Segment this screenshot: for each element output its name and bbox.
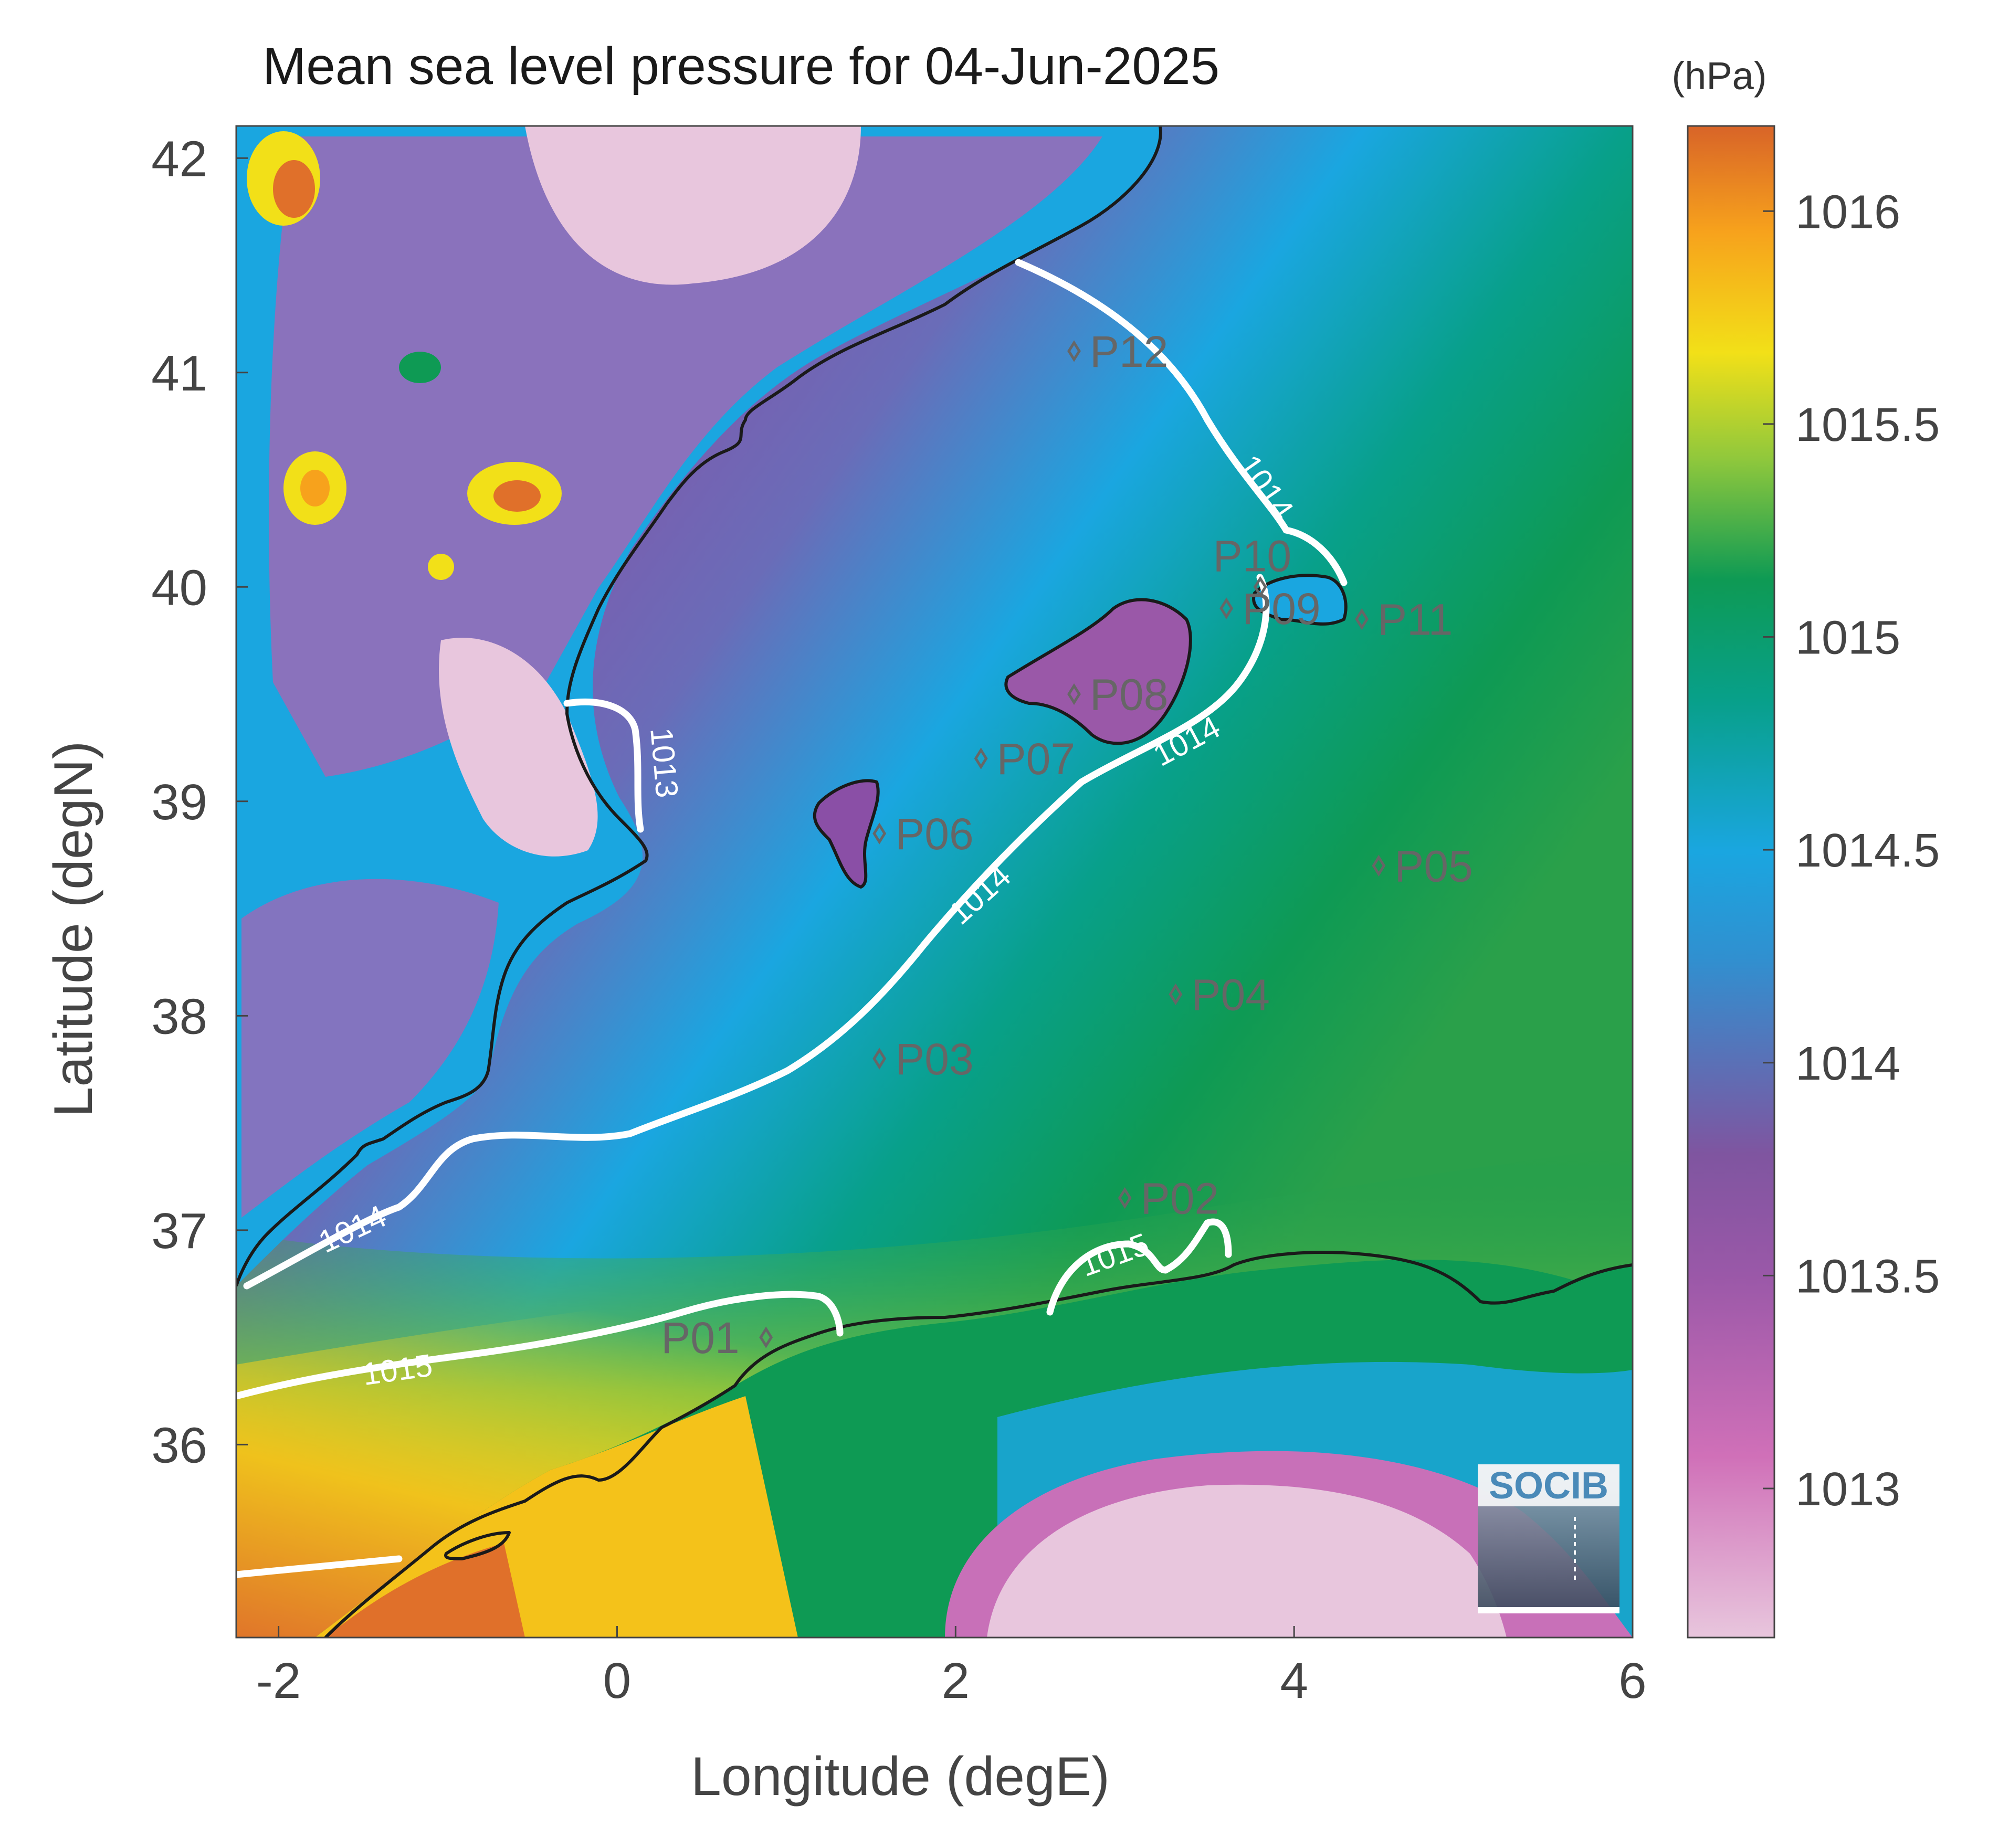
isobar-1015-east (1046, 1218, 1232, 1316)
y-tick-label: 36 (151, 1417, 207, 1473)
station-label-p02: P02 (1141, 1174, 1219, 1223)
colorbar-tick-label: 1014.5 (1795, 825, 1940, 877)
x-tick-label: -2 (256, 1653, 301, 1709)
ibiza-coastline (813, 779, 880, 889)
colorbar-tick-label: 1013.5 (1795, 1250, 1940, 1303)
x-axis-ticks: -2 0 2 4 6 (256, 1626, 1647, 1709)
station-marker-p08 (1067, 683, 1081, 705)
station-marker-p03 (872, 1048, 887, 1070)
x-tick-label: 6 (1618, 1653, 1646, 1709)
map-frame (235, 125, 1634, 1639)
station-marker-p06 (872, 822, 887, 844)
station-marker-p05 (1372, 854, 1386, 877)
station-marker-p09 (1219, 597, 1234, 619)
station-label-p12: P12 (1090, 327, 1168, 376)
iberia-coastline (236, 126, 1162, 1286)
mallorca-coastline (1004, 598, 1192, 745)
station-label-p03: P03 (895, 1034, 973, 1084)
x-tick-label: 0 (603, 1653, 631, 1709)
station-label-p04: P04 (1191, 970, 1269, 1019)
colorbar-tick-label: 1015 (1795, 612, 1900, 664)
station-marker-p11 (1355, 608, 1369, 630)
alboran-islet (444, 1531, 511, 1560)
isobars (236, 259, 1348, 1578)
station-label-p10: P10 (1213, 531, 1291, 580)
iberia-pink-lowland (439, 638, 598, 857)
x-tick-label: 2 (942, 1653, 970, 1709)
isobar-1015-main (236, 1291, 844, 1400)
x-axis-label: Longitude (degE) (691, 1746, 1110, 1807)
y-axis-ticks: 42 41 40 39 38 37 36 (151, 131, 248, 1473)
station-marker-p12 (1067, 340, 1081, 362)
y-tick-label: 41 (151, 345, 207, 402)
iberia-south-purple (241, 879, 499, 1218)
colorbar-tick-label: 1014 (1795, 1038, 1900, 1090)
y-tick-label: 39 (151, 774, 207, 830)
coastlines (236, 126, 1633, 1638)
map-title: Mean sea level pressure for 04-Jun-2025 (262, 37, 1219, 96)
colorbar-unit-label: (hPa) (1672, 54, 1767, 98)
colorbar-tick-label: 1013 (1795, 1463, 1900, 1516)
iberia-low-zone (269, 136, 1102, 777)
y-tick-label: 40 (151, 559, 207, 616)
station-marker-p07 (974, 747, 988, 769)
africa-pink-desert (987, 1484, 1507, 1638)
y-tick-label: 37 (151, 1203, 207, 1259)
isobar-1013 (563, 698, 644, 833)
y-tick-label: 42 (151, 131, 207, 187)
colorbar: 1016 1015.5 1015 1014.5 1014 1013.5 1013 (1687, 125, 1940, 1639)
isobar-1014-north (1015, 259, 1348, 586)
y-tick-label: 38 (151, 988, 207, 1044)
ibiza-land (814, 780, 878, 887)
africa-west-orange (325, 1543, 525, 1638)
menorca-land (1254, 575, 1346, 624)
africa-coastline (324, 1251, 1633, 1638)
socib-logo-text: SOCIB (1489, 1465, 1608, 1507)
station-label-p06: P06 (895, 809, 973, 859)
colorbar-tick-label: 1016 (1795, 186, 1900, 238)
isobar-1014-main (243, 574, 1270, 1290)
station-label-p01: P01 (661, 1313, 739, 1363)
iberia-high-spots (247, 131, 562, 580)
x-tick-label: 4 (1280, 1653, 1308, 1709)
colorbar-gradient (1687, 125, 1775, 1639)
isobar-1015-southwest (236, 1555, 403, 1578)
station-label-p07: P07 (997, 734, 1075, 784)
colorbar-tick-label: 1015.5 (1795, 399, 1940, 451)
contour-label-1013: 1013 (644, 726, 685, 799)
socib-logo: SOCIB (1478, 1464, 1619, 1613)
station-label-p11: P11 (1377, 595, 1453, 645)
y-axis-label: Latitude (degN) (43, 741, 104, 1117)
iberia-pink-plateau (525, 126, 861, 285)
station-marker-p01 (759, 1326, 773, 1348)
map-panel (236, 126, 1633, 1638)
station-marker-p10 (1253, 576, 1267, 598)
colorbar-ticks: 1016 1015.5 1015 1014.5 1014 1013.5 1013 (1763, 186, 1940, 1516)
station-label-p05: P05 (1394, 841, 1472, 891)
station-marker-p04 (1169, 983, 1183, 1006)
menorca-coastline (1252, 574, 1348, 626)
station-label-p08: P08 (1090, 670, 1168, 720)
station-marker-p02 (1118, 1187, 1132, 1209)
station-label-p09: P09 (1242, 584, 1320, 633)
